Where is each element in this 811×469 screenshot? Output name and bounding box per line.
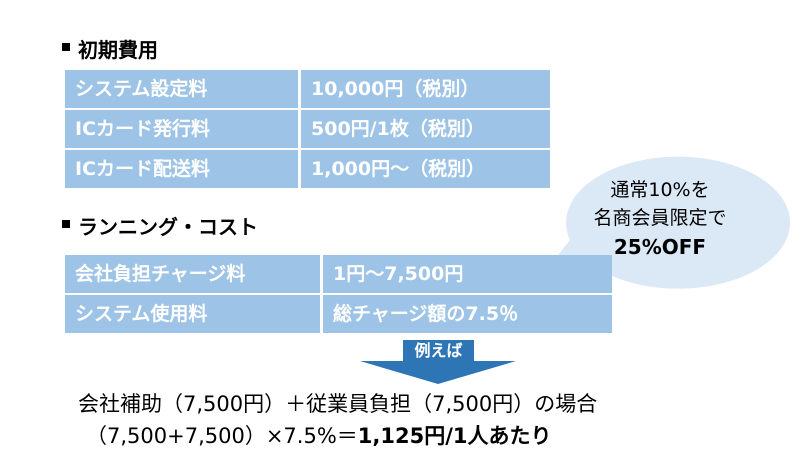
bubble-text: 名商会員限定で (593, 207, 727, 229)
example-line: 会社補助（7,500円）＋従業員負担（7,500円）の場合 (78, 392, 598, 416)
table-cell: 500円/1枚（税別） (301, 110, 550, 148)
table-cell: システム使用料 (65, 295, 320, 333)
table-cell: システム設定料 (65, 70, 298, 108)
bullet (62, 220, 70, 228)
example-line: （7,500+7,500）×7.5%＝1,125円/1人あたり (86, 420, 552, 450)
table-cell: 10,000円（税別） (301, 70, 550, 108)
table-cell: 会社負担チャージ料 (65, 255, 320, 293)
table-cell: ICカード発行料 (65, 110, 298, 148)
section-heading: 初期費用 (78, 38, 158, 62)
bubble-emphasis: 25%OFF (613, 235, 707, 259)
result: 1,125円/1人あたり (357, 424, 552, 448)
section-heading: ランニング・コスト (78, 215, 258, 239)
table-cell: 1円～7,500円 (323, 255, 612, 293)
table-cell: 1,000円～（税別） (301, 150, 550, 188)
arrow-label: 例えば (414, 341, 463, 360)
bubble-text: 通常10%を (610, 179, 710, 201)
down-arrow (360, 340, 516, 384)
table-cell: 総チャージ額の7.5％ (323, 295, 612, 333)
formula: （7,500+7,500）×7.5%＝ (86, 424, 358, 448)
table-cell: ICカード配送料 (65, 150, 298, 188)
bullet (62, 43, 70, 51)
